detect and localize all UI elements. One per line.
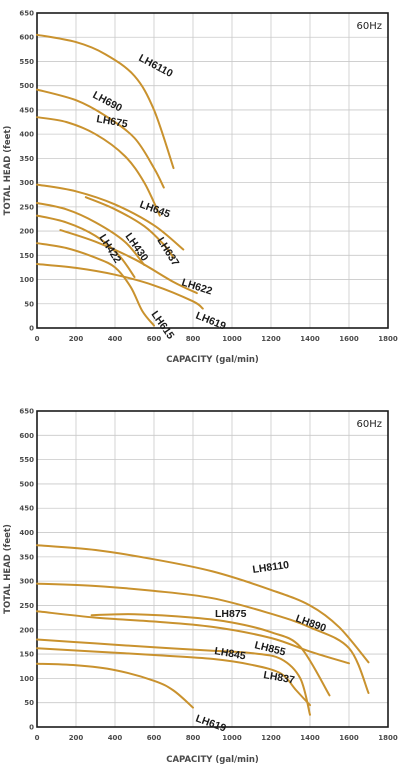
y-tick-label: 350 (19, 155, 34, 163)
curve-label-lh619: LH619 (194, 713, 228, 735)
y-tick-label: 500 (19, 480, 34, 488)
chart-1: 0 50 100 150 200 250 300 350 400 450 500 550 600 650 0… (3, 10, 398, 366)
curve-label-lh845: LH845 (213, 645, 246, 662)
x-tick-label: 200 (69, 335, 84, 343)
x-tick-label: 1000 (222, 335, 242, 343)
curve-label-lh837: LH837 (262, 669, 295, 686)
curve-label-lh8110: LH8110 (252, 559, 290, 576)
y-tick-label: 600 (19, 432, 34, 440)
y-tick-label: 500 (19, 82, 34, 90)
curve-label-lh637: LH637 (154, 235, 181, 268)
x-axis-title: CAPACITY (gal/min) (166, 355, 259, 365)
curve-lh875 (36, 610, 350, 665)
curve-label-lh890: LH890 (294, 613, 328, 635)
x-tick-label: 600 (147, 734, 162, 742)
x-tick-label: 800 (186, 734, 201, 742)
y-tick-label: 0 (29, 325, 34, 333)
y-tick-label: 150 (19, 252, 34, 260)
y-tick-label: 450 (19, 505, 34, 513)
x-tick-label: 1800 (378, 734, 398, 742)
curve-label-lh6110: LH6110 (137, 52, 175, 80)
curve-lh422 (36, 214, 136, 279)
curve-label-lh619: LH619 (194, 310, 228, 333)
curve-lh619 (36, 662, 194, 709)
plot-frame (36, 12, 389, 329)
x-tick-label: 1800 (378, 335, 398, 343)
plot-frame (36, 410, 389, 728)
y-tick-label: 400 (19, 529, 34, 537)
x-tick-label: 0 (35, 335, 40, 343)
curve-lh430 (36, 202, 146, 266)
x-tick-label: 1400 (300, 734, 320, 742)
y-tick-label: 300 (19, 179, 34, 187)
y-tick-label: 100 (19, 276, 34, 284)
curve-lh637 (84, 196, 175, 259)
x-tick-label: 1200 (261, 335, 281, 343)
y-axis-title: TOTAL HEAD (feet) (3, 524, 13, 614)
x-tick-label: 1400 (300, 335, 320, 343)
y-tick-label: 50 (24, 300, 34, 308)
curve-lh615 (36, 242, 155, 327)
x-tick-label: 1200 (261, 734, 281, 742)
y-tick-label: 200 (19, 228, 34, 236)
y-tick-label: 50 (24, 699, 34, 707)
y-tick-label: 450 (19, 106, 34, 114)
curve-lh845 (36, 638, 311, 716)
y-tick-label: 600 (19, 34, 34, 42)
curve-lh619 (36, 263, 204, 310)
curve-label-lh645: LH645 (138, 199, 172, 221)
y-tick-label: 150 (19, 651, 34, 659)
curve-label-lh430: LH430 (123, 231, 151, 264)
y-tick-label: 550 (19, 456, 34, 464)
x-tick-label: 800 (186, 335, 201, 343)
frequency-label: 60Hz (357, 419, 383, 430)
y-tick-label: 650 (19, 10, 34, 18)
curve-lh690 (36, 88, 165, 189)
y-tick-label: 200 (19, 626, 34, 634)
x-tick-label: 400 (108, 335, 123, 343)
curve-lh8110 (36, 544, 370, 664)
x-tick-label: 400 (108, 734, 123, 742)
y-tick-label: 550 (19, 58, 34, 66)
curve-lh837 (36, 647, 311, 707)
curve-lh645 (36, 183, 185, 251)
y-tick-label: 400 (19, 131, 34, 139)
x-tick-label: 200 (69, 734, 84, 742)
x-tick-label: 1000 (222, 734, 242, 742)
x-axis-title: CAPACITY (gal/min) (166, 755, 259, 765)
x-tick-label: 600 (147, 335, 162, 343)
curve-lh675 (36, 116, 161, 217)
y-tick-label: 0 (29, 724, 34, 732)
curve-lh622 (59, 229, 198, 295)
x-tick-label: 1600 (339, 335, 359, 343)
curve-lh890 (36, 582, 370, 694)
chart-2: 0 50 100 150 200 250 300 350 400 450 500 550 600 650 0… (3, 408, 398, 765)
y-tick-label: 650 (19, 408, 34, 416)
y-tick-label: 250 (19, 203, 34, 211)
y-tick-label: 250 (19, 602, 34, 610)
curve-lh855 (90, 613, 331, 697)
x-tick-label: 1600 (339, 734, 359, 742)
y-tick-label: 300 (19, 578, 34, 586)
frequency-label: 60Hz (357, 21, 383, 32)
curve-label-lh875: LH875 (215, 608, 247, 620)
y-tick-label: 100 (19, 675, 34, 683)
y-tick-label: 350 (19, 553, 34, 561)
y-axis-title: TOTAL HEAD (feet) (3, 126, 13, 216)
x-tick-label: 0 (35, 734, 40, 742)
curve-lh6110 (36, 33, 175, 170)
curve-label-lh675: LH675 (95, 113, 128, 130)
